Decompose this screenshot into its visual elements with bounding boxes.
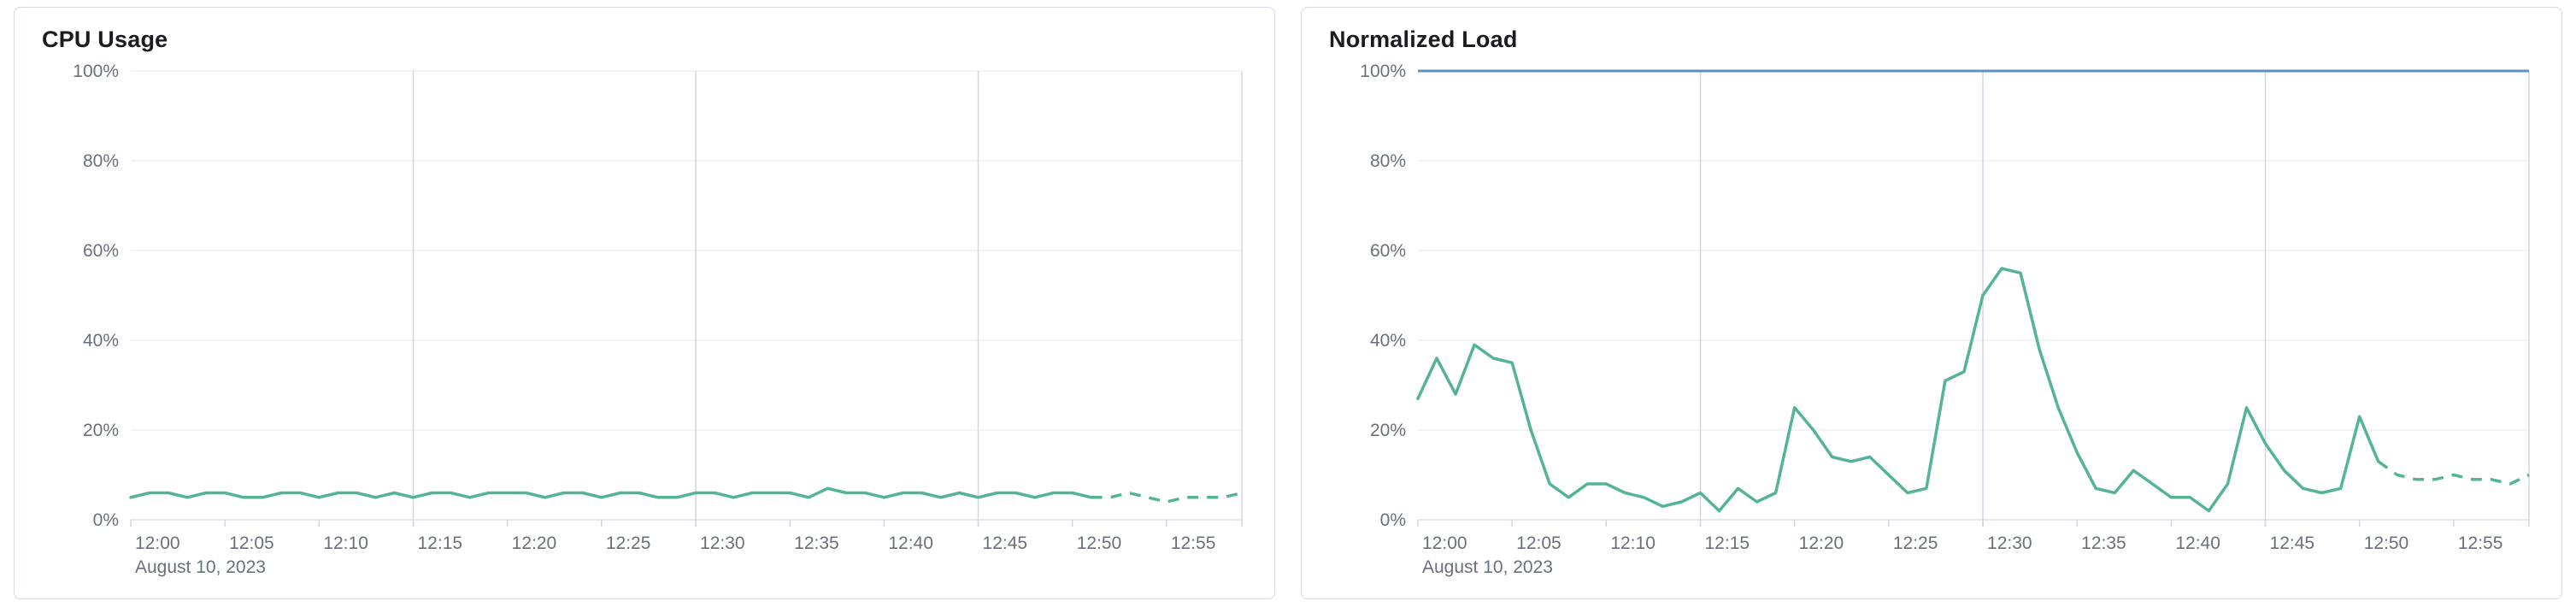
x-axis-tick-label: 12:10 <box>1610 533 1656 553</box>
x-axis-tick-label: 12:40 <box>2175 533 2220 553</box>
cpu-usage-chart-svg: 0% 20% 40% 60% 80% 100% 12:00 12:05 12:10 12:15 12… <box>73 62 1243 577</box>
cpu-usage-chart[interactable]: 0% 20% 40% 60% 80% 100% 12:00 12:05 12:10 12:15 12… <box>38 57 1250 586</box>
y-axis-tick-label: 40% <box>1370 331 1406 351</box>
series-line-dashed <box>1091 491 1243 504</box>
panel-normalized-load: Normalized Load 0% 20% 40% 60% 80% 100% 12:00 1… <box>1301 7 2562 599</box>
y-axis-tick-label: 0% <box>93 510 119 530</box>
y-axis-tick-label: 100% <box>1360 62 1406 81</box>
x-axis-tick-label: 12:10 <box>323 533 368 553</box>
x-axis-tick-label: 12:15 <box>1705 533 1750 553</box>
x-axis-tick-label: 12:25 <box>1893 533 1938 553</box>
y-axis-tick-label: 100% <box>73 62 119 81</box>
x-axis-tick-label: 12:15 <box>418 533 463 553</box>
normalized-load-chart[interactable]: 0% 20% 40% 60% 80% 100% 12:00 12:05 12:10 12:15 12… <box>1326 57 2538 586</box>
x-axis-tick-label: 12:35 <box>2081 533 2126 553</box>
y-axis-tick-label: 60% <box>1370 241 1406 261</box>
y-axis-tick-label: 80% <box>83 151 119 171</box>
y-axis-tick-label: 0% <box>1380 510 1406 530</box>
y-axis-tick-label: 60% <box>83 241 119 261</box>
x-axis-tick-label: 12:30 <box>700 533 745 553</box>
x-axis-tick-label: 12:25 <box>606 533 651 553</box>
x-axis-tick-label: 12:00 <box>1422 533 1467 553</box>
x-axis-tick-label: 12:45 <box>2270 533 2315 553</box>
x-axis-tick-label: 12:20 <box>1799 533 1844 553</box>
x-axis-tick-label: 12:45 <box>983 533 1028 553</box>
y-axis-tick-label: 20% <box>83 421 119 440</box>
panel-title-normalized-load: Normalized Load <box>1329 27 1518 52</box>
series-line-solid <box>1416 267 2380 513</box>
panel-cpu-usage: CPU Usage 0% 20% 40% 60% 80% 100% 12:00 12:05 12… <box>14 7 1275 599</box>
normalized-load-chart-svg: 0% 20% 40% 60% 80% 100% 12:00 12:05 12:10 12:15 12… <box>1360 62 2530 577</box>
y-axis-tick-label: 40% <box>83 331 119 351</box>
x-axis-tick-label: 12:55 <box>2458 533 2503 553</box>
x-axis-tick-label: 12:30 <box>1987 533 2032 553</box>
y-axis-tick-label: 80% <box>1370 151 1406 171</box>
series-line-dashed <box>2377 460 2530 486</box>
x-axis-tick-label: 12:50 <box>1077 533 1122 553</box>
x-axis-tick-label: 12:55 <box>1171 533 1216 553</box>
panel-title-cpu-usage: CPU Usage <box>42 27 168 52</box>
y-axis-tick-label: 20% <box>1370 421 1406 440</box>
x-axis-date-label: August 10, 2023 <box>1422 557 1553 577</box>
series-line-solid <box>129 486 1093 499</box>
x-axis-tick-label: 12:20 <box>512 533 557 553</box>
x-axis-tick-label: 12:35 <box>794 533 839 553</box>
x-axis-date-label: August 10, 2023 <box>135 557 266 577</box>
x-axis-tick-label: 12:40 <box>888 533 933 553</box>
x-axis-tick-label: 12:05 <box>1516 533 1561 553</box>
x-axis-tick-label: 12:50 <box>2364 533 2409 553</box>
x-axis-tick-label: 12:05 <box>229 533 274 553</box>
x-axis-tick-label: 12:00 <box>135 533 180 553</box>
